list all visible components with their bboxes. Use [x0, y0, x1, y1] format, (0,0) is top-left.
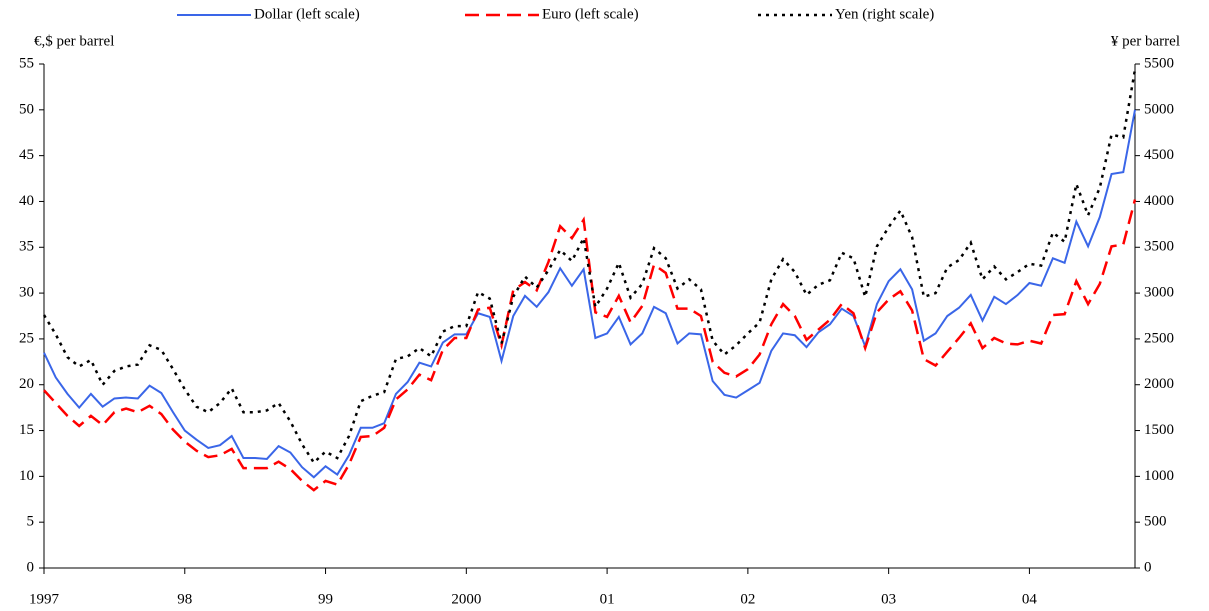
x-tick-label: 99	[318, 591, 333, 607]
y-tick-label: 40	[19, 193, 34, 209]
x-tick-label: 04	[1022, 591, 1038, 607]
y-tick-label: 50	[19, 101, 34, 117]
x-tick-label: 98	[177, 591, 192, 607]
y2-tick-label: 2000	[1144, 376, 1174, 392]
x-tick-label: 02	[740, 591, 755, 607]
y2-tick-label: 3000	[1144, 285, 1174, 301]
legend-label: Euro (left scale)	[542, 6, 639, 22]
y2-tick-label: 5500	[1144, 55, 1174, 71]
y-tick-label: 35	[19, 239, 34, 255]
y-tick-label: 55	[19, 55, 34, 71]
y2-tick-label: 500	[1144, 514, 1167, 530]
legend-label: Yen (right scale)	[835, 6, 934, 22]
y2-axis-label: ¥ per barrel	[1111, 33, 1180, 49]
data-line	[42, 69, 1137, 465]
x-tick-label: 03	[881, 591, 896, 607]
x-tick-label: 01	[600, 591, 615, 607]
y-axis-label: €,$ per barrel	[34, 33, 114, 49]
x-tick-label: 1997	[29, 591, 60, 607]
y2-tick-label: 4500	[1144, 147, 1174, 163]
y-tick-label: 5	[27, 514, 35, 530]
y-tick-label: 45	[19, 147, 34, 163]
data-line	[43, 109, 1136, 479]
y-tick-label: 30	[19, 285, 34, 301]
y-tick-label: 25	[19, 330, 34, 346]
y2-tick-label: 3500	[1144, 239, 1174, 255]
y2-tick-label: 5000	[1144, 101, 1174, 117]
y2-tick-label: 1000	[1144, 468, 1174, 484]
y-tick-label: 15	[19, 422, 34, 438]
y-tick-label: 20	[19, 376, 34, 392]
y-tick-label: 0	[27, 559, 35, 575]
y2-tick-label: 0	[1144, 559, 1152, 575]
y2-tick-label: 2500	[1144, 330, 1174, 346]
legend-label: Dollar (left scale)	[254, 6, 360, 22]
y-tick-label: 10	[19, 468, 34, 484]
x-tick-label: 2000	[451, 591, 481, 607]
y2-tick-label: 1500	[1144, 422, 1174, 438]
y2-tick-label: 4000	[1144, 193, 1174, 209]
